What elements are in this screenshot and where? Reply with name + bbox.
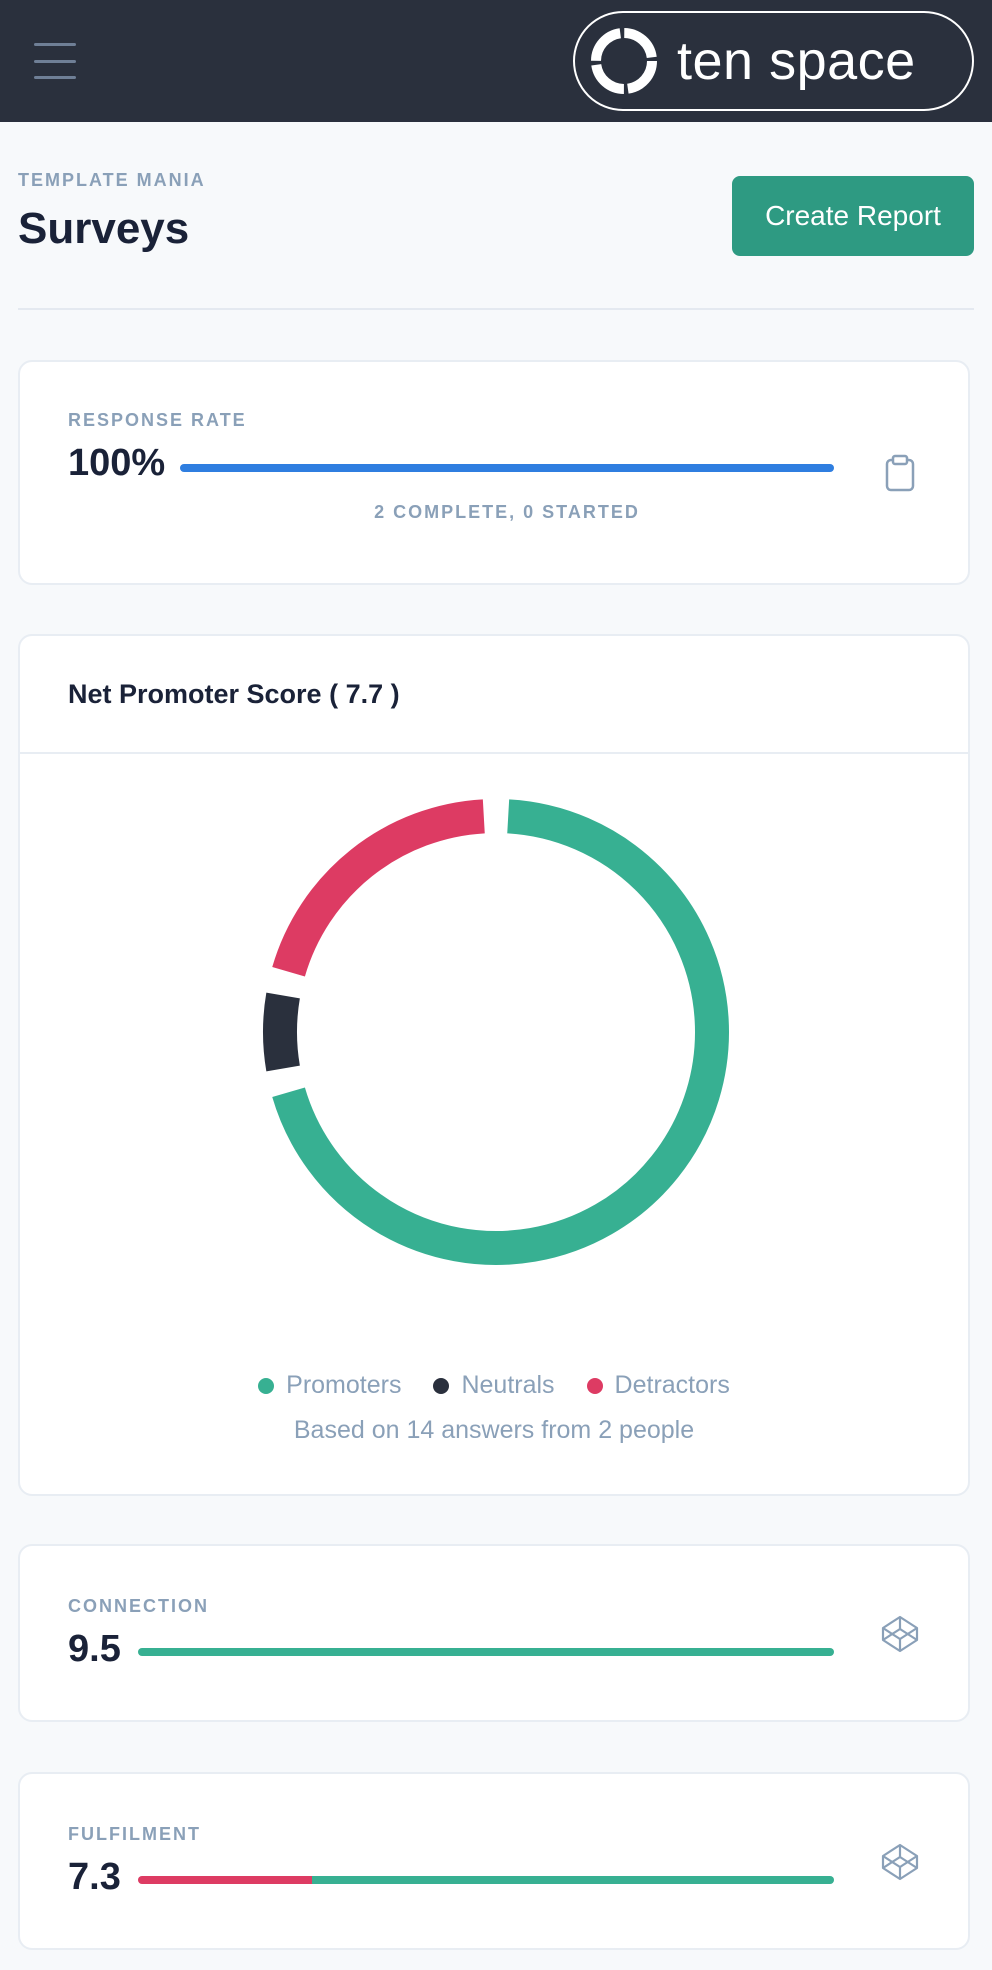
nps-title: Net Promoter Score ( 7.7 ) <box>68 678 400 709</box>
legend-item-neutrals[interactable]: Neutrals <box>433 1371 555 1400</box>
ring-logo-icon <box>591 28 657 94</box>
nps-card: Net Promoter Score ( 7.7 ) Promoters Neu… <box>18 634 970 1496</box>
legend-label-promoters: Promoters <box>286 1371 402 1399</box>
response-rate-bar <box>180 464 834 472</box>
top-bar: ten space <box>0 0 992 122</box>
codepen-cube-icon[interactable] <box>880 1842 920 1882</box>
legend-label-detractors: Detractors <box>614 1371 730 1399</box>
detractors-dot <box>586 1377 603 1394</box>
brand-name: ten space <box>677 31 916 91</box>
promoters-dot <box>258 1377 275 1394</box>
chart-legend: Promoters Neutrals Detractors <box>20 1371 968 1400</box>
response-rate-label: RESPONSE RATE <box>68 410 247 430</box>
page-header: TEMPLATE MANIA Surveys Create Report <box>18 122 974 310</box>
metric-bar-detractor-fill <box>138 1876 312 1884</box>
breadcrumb: TEMPLATE MANIA <box>18 170 206 190</box>
donut-slice-neutrals[interactable] <box>263 992 300 1072</box>
legend-item-promoters[interactable]: Promoters <box>258 1371 401 1400</box>
create-report-button[interactable]: Create Report <box>732 176 974 256</box>
metric-card-connection: CONNECTION 9.5 <box>18 1544 970 1722</box>
metric-card-fulfilment: FULFILMENT 7.3 <box>18 1772 970 1950</box>
response-rate-value: 100% <box>68 442 166 484</box>
brand-logo[interactable]: ten space <box>573 11 974 111</box>
response-rate-card: RESPONSE RATE 100% 2 COMPLETE, 0 STARTED <box>18 360 970 585</box>
response-rate-bar-fill <box>180 464 834 472</box>
donut-slice-promoters[interactable] <box>272 799 729 1265</box>
metric-bar <box>138 1648 834 1656</box>
nps-answers-note: Based on 14 answers from 2 people <box>293 1416 695 1444</box>
neutrals-dot <box>433 1377 450 1394</box>
hamburger-menu-icon[interactable] <box>34 43 76 79</box>
page-title: Surveys <box>18 204 190 253</box>
legend-label-neutrals: Neutrals <box>461 1371 555 1399</box>
donut-slice-detractors[interactable] <box>272 799 485 977</box>
legend-item-detractors[interactable]: Detractors <box>586 1371 730 1400</box>
metric-label: CONNECTION <box>68 1596 209 1616</box>
metric-bar-promoter-fill <box>138 1648 834 1656</box>
response-rate-summary: 2 COMPLETE, 0 STARTED <box>374 502 640 522</box>
codepen-cube-icon[interactable] <box>880 1614 920 1654</box>
nps-card-header: Net Promoter Score ( 7.7 ) <box>20 636 968 754</box>
metric-value: 9.5 <box>68 1628 121 1670</box>
metric-bar-promoter-fill <box>312 1876 834 1884</box>
metric-label: FULFILMENT <box>68 1824 201 1844</box>
clipboard-icon[interactable] <box>880 454 920 494</box>
metric-value: 7.3 <box>68 1856 121 1898</box>
nps-donut-chart <box>263 799 729 1265</box>
metric-bar <box>138 1876 834 1884</box>
